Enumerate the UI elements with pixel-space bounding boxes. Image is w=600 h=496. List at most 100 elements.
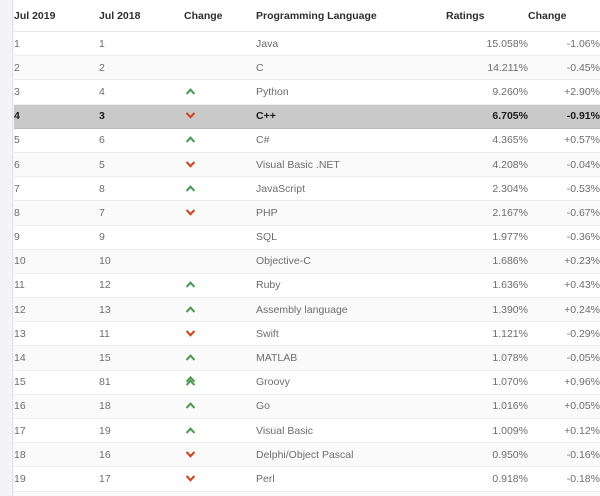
chevron-up-icon bbox=[184, 303, 197, 317]
cell-ratings: 1.009% bbox=[446, 418, 528, 444]
cell-rank-new: 11 bbox=[14, 273, 99, 299]
cell-language: Groovy bbox=[256, 370, 446, 395]
cell-rank-new: 4 bbox=[14, 104, 99, 129]
cell-language: Objective-C bbox=[256, 249, 446, 274]
chevron-down-icon bbox=[184, 109, 197, 123]
column-header-ratings[interactable]: Ratings bbox=[446, 0, 528, 32]
cell-rank-old: 5 bbox=[99, 152, 184, 178]
table-row[interactable]: 16 18 Go 1.016% +0.05% bbox=[14, 394, 600, 420]
cell-language: Perl bbox=[256, 466, 446, 492]
cell-change bbox=[184, 442, 256, 468]
change-none-icon bbox=[184, 37, 197, 51]
cell-change bbox=[184, 345, 256, 371]
cell-change bbox=[184, 31, 256, 57]
table-row[interactable]: 3 4 Python 9.260% +2.90% bbox=[14, 79, 600, 105]
column-header-language[interactable]: Programming Language bbox=[256, 0, 446, 32]
cell-ratings: 1.078% bbox=[446, 345, 528, 371]
cell-delta: +0.96% bbox=[528, 370, 600, 395]
header-row: Jul 2019 Jul 2018 Change Programming Lan… bbox=[14, 0, 600, 32]
chevron-up-icon bbox=[184, 399, 197, 413]
table-row[interactable]: 2 2 C 14.211% -0.45% bbox=[14, 55, 600, 81]
cell-language: C# bbox=[256, 128, 446, 153]
cell-language: Assembly language bbox=[256, 297, 446, 323]
table-row[interactable]: 14 15 MATLAB 1.078% -0.05% bbox=[14, 345, 600, 371]
change-none-icon bbox=[184, 230, 197, 244]
cell-rank-new: 5 bbox=[14, 128, 99, 153]
cell-ratings: 1.686% bbox=[446, 249, 528, 274]
table-row[interactable]: 19 17 Perl 0.918% -0.18% bbox=[14, 466, 600, 492]
table-row[interactable]: 10 10 Objective-C 1.686% +0.23% bbox=[14, 249, 600, 274]
table-row[interactable]: 9 9 SQL 1.977% -0.36% bbox=[14, 225, 600, 250]
cell-language: Go bbox=[256, 394, 446, 420]
cell-rank-new: 3 bbox=[14, 79, 99, 105]
cell-rank-old: 9 bbox=[99, 225, 184, 250]
cell-rank-new: 20 bbox=[14, 491, 99, 496]
cell-delta: -0.18% bbox=[528, 466, 600, 492]
left-gutter bbox=[0, 0, 13, 496]
cell-rank-old: 81 bbox=[99, 370, 184, 395]
cell-change bbox=[184, 466, 256, 492]
cell-ratings: 2.304% bbox=[446, 176, 528, 202]
table-row[interactable]: 1 1 Java 15.058% -1.06% bbox=[14, 31, 600, 57]
column-header-delta[interactable]: Change bbox=[528, 0, 600, 32]
table-row[interactable]: 8 7 PHP 2.167% -0.67% bbox=[14, 200, 600, 226]
cell-ratings: 0.837% bbox=[446, 491, 528, 496]
cell-rank-old: 6 bbox=[99, 128, 184, 153]
cell-change bbox=[184, 128, 256, 153]
cell-language: Ruby bbox=[256, 273, 446, 299]
table-row[interactable]: 2014 R0.837%-0.31% bbox=[14, 491, 600, 496]
table-row[interactable]: 12 13 Assembly language 1.390% +0.24% bbox=[14, 297, 600, 323]
cell-change bbox=[184, 370, 256, 395]
cell-language: Python bbox=[256, 79, 446, 105]
cell-delta: -0.05% bbox=[528, 345, 600, 371]
chevron-down-icon bbox=[184, 472, 197, 486]
cell-rank-new: 18 bbox=[14, 442, 99, 468]
cell-language: SQL bbox=[256, 225, 446, 250]
cell-change bbox=[184, 225, 256, 250]
cell-change bbox=[184, 491, 256, 496]
table-row[interactable]: 11 12 Ruby 1.636% +0.43% bbox=[14, 273, 600, 299]
cell-rank-old: 16 bbox=[99, 442, 184, 468]
cell-change bbox=[184, 176, 256, 202]
cell-rank-new: 15 bbox=[14, 370, 99, 395]
column-header-change[interactable]: Change bbox=[184, 0, 256, 32]
cell-ratings: 1.016% bbox=[446, 394, 528, 420]
cell-ratings: 4.208% bbox=[446, 152, 528, 178]
table-row[interactable]: 4 3 C++ 6.705% -0.91% bbox=[14, 104, 600, 129]
cell-delta: +0.23% bbox=[528, 249, 600, 274]
cell-rank-old: 11 bbox=[99, 321, 184, 347]
chevron-up-icon bbox=[184, 133, 197, 147]
cell-rank-new: 8 bbox=[14, 200, 99, 226]
cell-rank-old: 2 bbox=[99, 55, 184, 81]
cell-delta: +0.05% bbox=[528, 394, 600, 420]
table-row[interactable]: 15 81 Groovy 1.070% +0.96% bbox=[14, 370, 600, 395]
cell-delta: -0.91% bbox=[528, 104, 600, 129]
cell-ratings: 0.918% bbox=[446, 466, 528, 492]
cell-rank-new: 17 bbox=[14, 418, 99, 444]
cell-language: Visual Basic .NET bbox=[256, 152, 446, 178]
cell-rank-old: 4 bbox=[99, 79, 184, 105]
cell-change bbox=[184, 394, 256, 420]
table-row[interactable]: 13 11 Swift 1.121% -0.29% bbox=[14, 321, 600, 347]
cell-rank-old: 15 bbox=[99, 345, 184, 371]
table-row[interactable]: 7 8 JavaScript 2.304% -0.53% bbox=[14, 176, 600, 202]
chevron-up-icon bbox=[184, 278, 197, 292]
cell-rank-new: 1 bbox=[14, 31, 99, 57]
table-row[interactable]: 6 5 Visual Basic .NET 4.208% -0.04% bbox=[14, 152, 600, 178]
cell-rank-old: 3 bbox=[99, 104, 184, 129]
cell-ratings: 15.058% bbox=[446, 31, 528, 57]
cell-rank-new: 14 bbox=[14, 345, 99, 371]
cell-ratings: 14.211% bbox=[446, 55, 528, 81]
column-header-rank-new[interactable]: Jul 2019 bbox=[14, 0, 99, 32]
table-row[interactable]: 17 19 Visual Basic 1.009% +0.12% bbox=[14, 418, 600, 444]
cell-ratings: 1.121% bbox=[446, 321, 528, 347]
cell-delta: +0.43% bbox=[528, 273, 600, 299]
cell-delta: -0.04% bbox=[528, 152, 600, 178]
cell-ratings: 1.636% bbox=[446, 273, 528, 299]
cell-language: Visual Basic bbox=[256, 418, 446, 444]
table-row[interactable]: 5 6 C# 4.365% +0.57% bbox=[14, 128, 600, 153]
table-row[interactable]: 18 16 Delphi/Object Pascal 0.950% -0.16% bbox=[14, 442, 600, 468]
cell-rank-old: 1 bbox=[99, 31, 184, 57]
column-header-rank-old[interactable]: Jul 2018 bbox=[99, 0, 184, 32]
